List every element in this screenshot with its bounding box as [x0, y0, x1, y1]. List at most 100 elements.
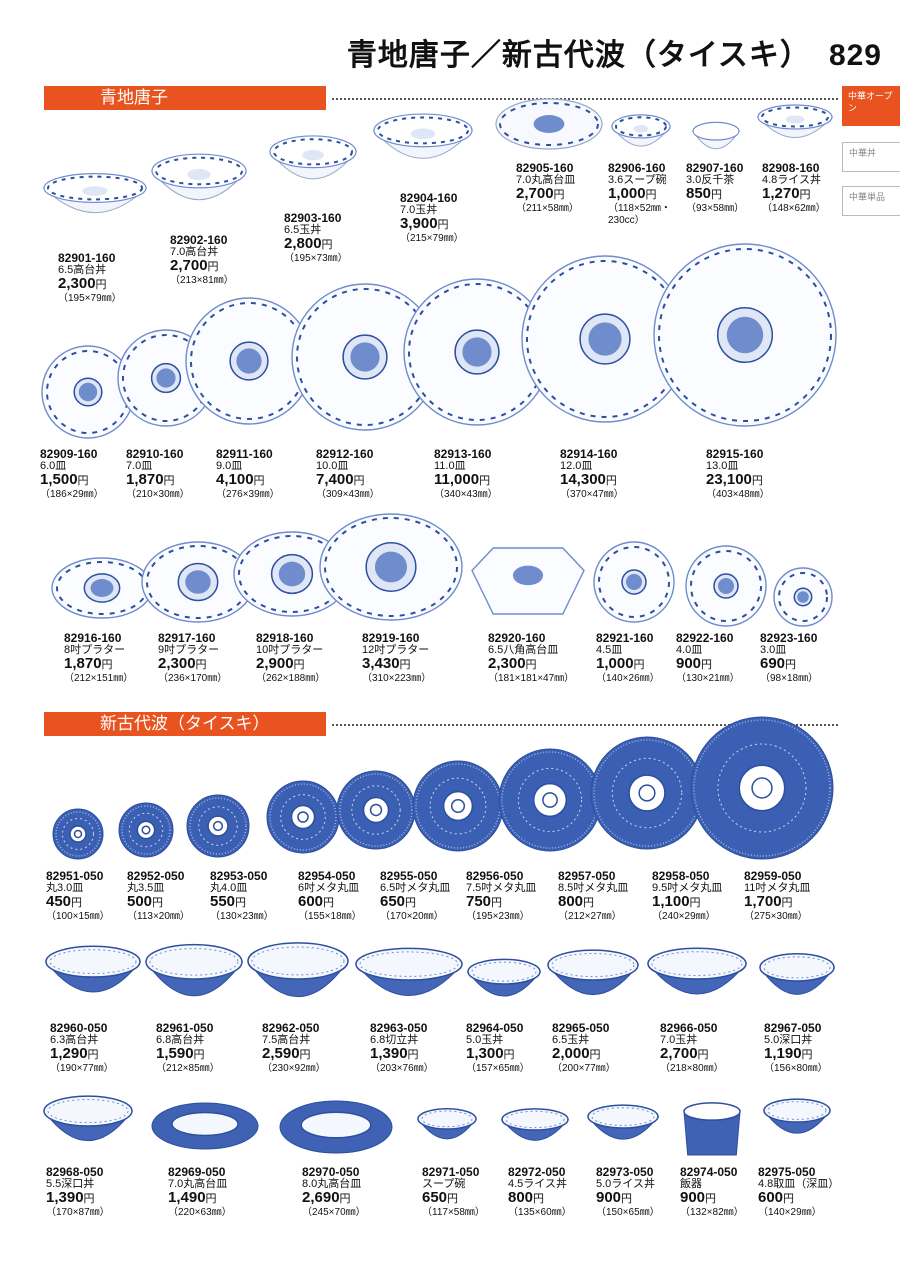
- product-price: 1,190円: [764, 1046, 828, 1063]
- product-price: 1,270円: [762, 186, 826, 203]
- currency-unit: 円: [399, 659, 411, 671]
- price-value: 550: [210, 893, 236, 910]
- currency-unit: 円: [801, 1049, 813, 1061]
- product-caption: 82923-160 3.0皿 690円 （98×18㎜）: [760, 632, 818, 685]
- product-size: （98×18㎜）: [760, 673, 819, 684]
- product-name: 6.8高台丼: [156, 1034, 205, 1046]
- product-image-82903-160: [268, 132, 358, 198]
- product-name: 6吋メタ丸皿: [298, 882, 360, 894]
- product-name: 12吋プラター: [362, 644, 430, 656]
- product-size: （212×85㎜）: [156, 1063, 220, 1074]
- product-name: 5.0深口丼: [764, 1034, 813, 1046]
- price-value: 450: [46, 893, 72, 910]
- product-name: 6.5八角高台皿: [488, 644, 559, 656]
- product-price: 23,100円: [706, 472, 770, 489]
- product-image-82907-160: [690, 118, 742, 162]
- product-size: （155×18㎜）: [298, 911, 362, 922]
- section-title-text: 青地唐子: [100, 88, 168, 108]
- product-image-82973-050: [586, 1102, 660, 1154]
- side-tab-chuka-open[interactable]: 中華オープン: [842, 86, 900, 126]
- product-size: （140×29㎜）: [758, 1207, 822, 1218]
- price-value: 1,300: [466, 1045, 504, 1062]
- product-code: 82907-160: [686, 161, 744, 175]
- product-caption: 82975-050 4.8取皿（深皿） 600円 （140×29㎜）: [758, 1166, 839, 1219]
- side-tab-chuka-tanpin[interactable]: 中華単品: [842, 186, 900, 216]
- product-code: 82972-050: [508, 1165, 566, 1179]
- product-price: 800円: [508, 1190, 572, 1207]
- product-name: 11.0皿: [434, 460, 466, 472]
- product-price: 550円: [210, 894, 274, 911]
- currency-unit: 円: [553, 189, 565, 201]
- product-code: 82956-050: [466, 869, 524, 883]
- product-code: 82957-050: [558, 869, 616, 883]
- product-image-82919-160: [318, 512, 464, 622]
- price-value: 2,690: [302, 1189, 340, 1206]
- price-value: 650: [422, 1189, 448, 1206]
- product-name: 5.5深口丼: [46, 1178, 95, 1190]
- price-value: 900: [676, 655, 702, 672]
- product-caption: 82969-050 7.0丸高台皿 1,490円 （220×63㎜）: [168, 1166, 232, 1219]
- product-caption: 82963-050 6.8切立丼 1,390円 （203×76㎜）: [370, 1022, 434, 1075]
- currency-unit: 円: [95, 279, 107, 291]
- product-caption: 82911-160 9.0皿 4,100円 （276×39㎜）: [216, 448, 280, 501]
- currency-unit: 円: [83, 1193, 95, 1205]
- product-size: （220×63㎜）: [168, 1207, 232, 1218]
- product-caption: 82916-160 8吋プラター 1,870円 （212×151㎜）: [64, 632, 133, 685]
- product-price: 1,000円: [596, 656, 660, 673]
- product-image-82923-160: [772, 566, 834, 628]
- product-code: 82963-050: [370, 1021, 428, 1035]
- product-image-82964-050: [466, 956, 542, 1012]
- product-image-82902-160: [150, 150, 248, 220]
- product-image-82955-050: [336, 770, 416, 850]
- page-number: 829: [828, 39, 882, 72]
- product-price: 2,700円: [660, 1046, 724, 1063]
- price-value: 3,430: [362, 655, 400, 672]
- product-name: 7.0皿: [126, 460, 153, 472]
- price-value: 1,100: [652, 893, 690, 910]
- price-value: 2,300: [488, 655, 526, 672]
- product-caption: 82968-050 5.5深口丼 1,390円 （170×87㎜）: [46, 1166, 110, 1219]
- product-code: 82960-050: [50, 1021, 108, 1035]
- product-price: 4,100円: [216, 472, 280, 489]
- product-name: 飯器: [680, 1178, 702, 1190]
- price-value: 1,390: [46, 1189, 84, 1206]
- product-caption: 82913-160 11.0皿 11,000円 （340×43㎜）: [434, 448, 498, 501]
- product-caption: 82973-050 5.0ライス丼 900円 （150×65㎜）: [596, 1166, 660, 1219]
- product-price: 1,290円: [50, 1046, 114, 1063]
- product-code: 82920-160: [488, 631, 546, 645]
- section-divider: [332, 98, 838, 100]
- product-size: （93×58㎜）: [686, 203, 745, 214]
- currency-unit: 円: [195, 659, 207, 671]
- product-code: 82908-160: [762, 161, 820, 175]
- product-size: （200×77㎜）: [552, 1063, 616, 1074]
- product-image-82963-050: [354, 944, 464, 1016]
- product-price: 2,000円: [552, 1046, 616, 1063]
- product-size: （262×188㎜）: [256, 673, 326, 684]
- product-caption: 82957-050 8.5吋メタ丸皿 800円 （212×27㎜）: [558, 870, 628, 923]
- price-value: 1,870: [64, 655, 102, 672]
- product-price: 2,700円: [516, 186, 579, 203]
- product-size: （370×47㎜）: [560, 489, 624, 500]
- currency-unit: 円: [293, 659, 305, 671]
- price-value: 850: [686, 185, 712, 202]
- product-code: 82955-050: [380, 869, 438, 883]
- product-caption: 82964-050 5.0玉丼 1,300円 （157×65㎜）: [466, 1022, 530, 1075]
- product-name: 9.5吋メタ丸皿: [652, 882, 723, 894]
- product-size: （157×65㎜）: [466, 1063, 530, 1074]
- side-tab-chukadon[interactable]: 中華丼: [842, 142, 900, 172]
- currency-unit: 円: [407, 1049, 419, 1061]
- price-value: 2,700: [170, 257, 208, 274]
- price-value: 600: [298, 893, 324, 910]
- product-code: 82918-160: [256, 631, 314, 645]
- section-title-aoji-karako: 青地唐子: [44, 86, 326, 110]
- product-code: 82966-050: [660, 1021, 718, 1035]
- currency-unit: 円: [689, 897, 701, 909]
- currency-unit: 円: [621, 1193, 633, 1205]
- product-size: （170×20㎜）: [380, 911, 444, 922]
- product-caption: 82967-050 5.0深口丼 1,190円 （156×80㎜）: [764, 1022, 828, 1075]
- price-value: 600: [758, 1189, 784, 1206]
- product-price: 2,590円: [262, 1046, 326, 1063]
- product-code: 82904-160: [400, 191, 458, 205]
- product-caption: 82909-160 6.0皿 1,500円 （186×29㎜）: [40, 448, 104, 501]
- product-price: 2,690円: [302, 1190, 366, 1207]
